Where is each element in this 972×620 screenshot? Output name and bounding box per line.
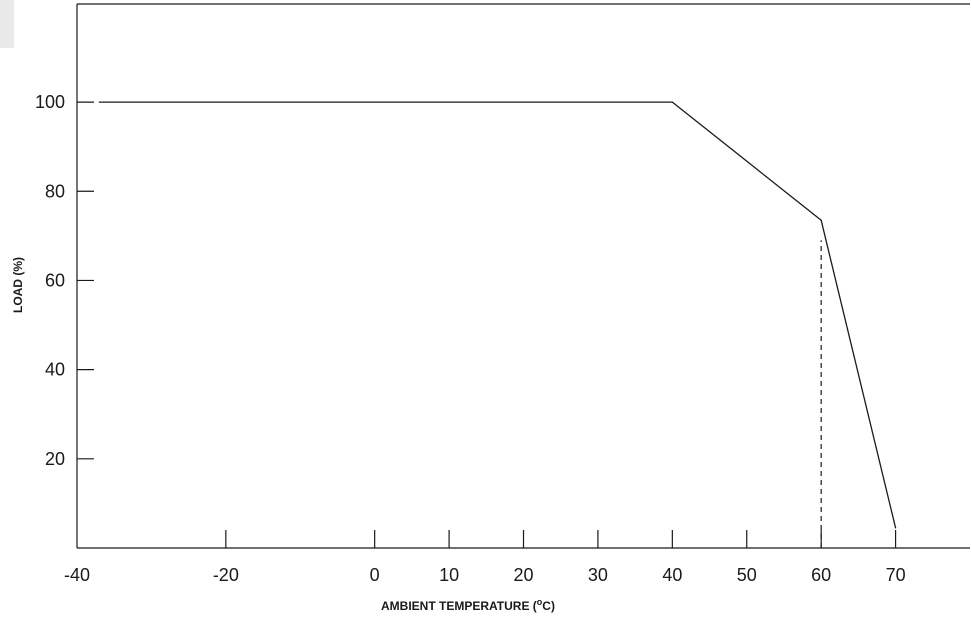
x-tick-label: 40 (662, 565, 682, 585)
x-tick-label: 70 (886, 565, 906, 585)
x-tick-label: 30 (588, 565, 608, 585)
series-point (820, 219, 822, 221)
corner-tab (0, 0, 14, 48)
x-axis-title-main: AMBIENT TEMPERATURE ( (381, 599, 537, 613)
x-axis-title: AMBIENT TEMPERATURE (oC) (381, 597, 555, 613)
x-tick-label: 20 (513, 565, 533, 585)
series-point (671, 101, 673, 103)
x-tick-label: 60 (811, 565, 831, 585)
series-point (894, 527, 897, 529)
x-tick-label: -40 (64, 565, 90, 585)
series-line (99, 101, 897, 529)
y-axis-title: LOAD (%) (11, 257, 25, 313)
y-tick-label: 80 (45, 181, 65, 201)
y-tick-label: 60 (45, 270, 65, 290)
x-tick-label: 10 (439, 565, 459, 585)
y-tick-label: 100 (35, 92, 65, 112)
x-tick-label: 50 (737, 565, 757, 585)
series-point (98, 101, 100, 103)
x-axis-title-unit: C) (542, 599, 555, 613)
x-tick-label: -20 (213, 565, 239, 585)
x-tick-label: 0 (370, 565, 380, 585)
x-axis-title-superscript: o (537, 597, 543, 607)
y-tick-label: 40 (45, 360, 65, 380)
y-tick-label: 20 (45, 449, 65, 469)
